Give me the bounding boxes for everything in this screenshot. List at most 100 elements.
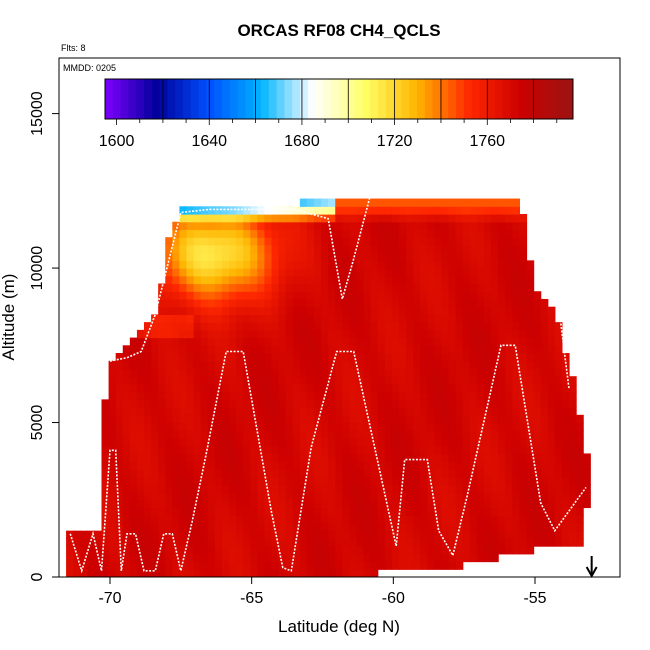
heatmap-cell: [448, 275, 457, 285]
heatmap-cell: [526, 437, 535, 447]
heatmap-cell: [462, 383, 471, 393]
heatmap-cell: [165, 244, 173, 254]
heatmap-cell: [519, 329, 528, 339]
heatmap-cell: [399, 499, 407, 509]
heatmap-cell: [526, 515, 535, 524]
heatmap-cell: [214, 461, 223, 470]
heatmap-cell: [236, 260, 244, 269]
heatmap-cell: [420, 561, 428, 570]
heatmap-cell: [257, 492, 266, 501]
heatmap-cell: [384, 337, 393, 346]
heatmap-cell: [207, 353, 216, 362]
heatmap-cell: [363, 430, 372, 439]
heatmap-cell: [151, 422, 159, 431]
heatmap-cell: [122, 468, 131, 478]
colorbar-swatch: [479, 79, 488, 119]
heatmap-cell: [342, 360, 351, 370]
heatmap-cell: [278, 530, 287, 539]
heatmap-cell: [292, 206, 301, 215]
heatmap-cell: [476, 538, 485, 547]
heatmap-cell: [569, 492, 577, 501]
flight-track-line: [69, 344, 587, 574]
heatmap-cell: [462, 507, 471, 516]
heatmap-cell: [547, 414, 556, 424]
heatmap-cell: [491, 198, 499, 207]
heatmap-cell: [214, 553, 223, 563]
heatmap-cell: [533, 499, 542, 509]
heatmap-cell: [221, 422, 230, 431]
heatmap-cell: [434, 553, 443, 563]
latitude-marker: [585, 556, 598, 579]
heatmap-cell: [186, 530, 195, 539]
heatmap-cell: [151, 507, 159, 516]
heatmap-cell: [505, 515, 513, 524]
colorbar-tick-label: 1720: [377, 133, 413, 150]
heatmap-cell: [399, 268, 407, 277]
heatmap-cell: [314, 376, 322, 385]
heatmap-cell: [370, 322, 379, 331]
heatmap-cell: [314, 538, 322, 547]
heatmap-cell: [229, 214, 237, 223]
heatmap-cell: [342, 492, 351, 501]
heatmap-cell: [512, 522, 521, 532]
heatmap-cell: [136, 538, 145, 547]
heatmap-cell: [356, 383, 365, 393]
heatmap-cell: [363, 252, 372, 261]
heatmap-cell: [151, 360, 159, 370]
heatmap-cell: [569, 468, 577, 478]
heatmap-cell: [448, 306, 457, 316]
heatmap-cell: [377, 445, 386, 455]
heatmap-cell: [250, 430, 258, 439]
heatmap-cell: [214, 260, 223, 269]
heatmap-cell: [384, 353, 393, 362]
heatmap-cell: [292, 437, 301, 447]
heatmap-cell: [193, 561, 202, 570]
heatmap-cell: [370, 291, 379, 300]
heatmap-cell: [448, 383, 457, 393]
heatmap-cell: [519, 314, 528, 323]
heatmap-cell: [427, 214, 436, 223]
heatmap-cell: [576, 414, 584, 424]
heatmap-cell: [554, 499, 563, 509]
heatmap-cell: [526, 453, 535, 462]
heatmap-cell: [264, 376, 273, 385]
heatmap-cell: [122, 453, 131, 462]
heatmap-cell: [441, 391, 450, 400]
heatmap-cell: [122, 546, 131, 555]
heatmap-cell: [342, 345, 351, 354]
heatmap-cell: [363, 476, 372, 485]
heatmap-cell: [285, 414, 294, 424]
heatmap-cell: [299, 329, 308, 339]
heatmap-cell: [271, 499, 280, 509]
heatmap-cell: [384, 275, 393, 285]
heatmap-cell: [221, 391, 230, 400]
heatmap-cell: [547, 306, 556, 316]
heatmap-cell: [179, 476, 188, 485]
heatmap-cell: [377, 422, 386, 431]
heatmap-cell: [186, 275, 195, 285]
heatmap-cell: [264, 453, 273, 462]
heatmap-cell: [292, 515, 301, 524]
heatmap-cell: [519, 445, 528, 455]
heatmap-cell: [448, 337, 457, 346]
heatmap-cell: [108, 569, 117, 577]
heatmap-cell: [462, 445, 471, 455]
heatmap-cell: [363, 376, 372, 385]
heatmap-cell: [547, 314, 556, 323]
heatmap-cell: [377, 221, 386, 231]
heatmap-cell: [533, 453, 542, 462]
heatmap-cell: [533, 383, 542, 393]
heatmap-cell: [207, 391, 216, 400]
heatmap-cell: [200, 569, 209, 577]
heatmap-cell: [569, 407, 577, 416]
heatmap-cell: [158, 546, 166, 555]
heatmap-cell: [144, 414, 152, 424]
heatmap-cell: [349, 291, 358, 300]
heatmap-cell: [406, 476, 414, 485]
heatmap-cell: [377, 198, 386, 207]
heatmap-cell: [420, 322, 428, 331]
colorbar-swatch: [105, 79, 114, 119]
heatmap-cell: [349, 214, 358, 223]
heatmap-cell: [455, 229, 464, 238]
heatmap-cell: [512, 515, 521, 524]
